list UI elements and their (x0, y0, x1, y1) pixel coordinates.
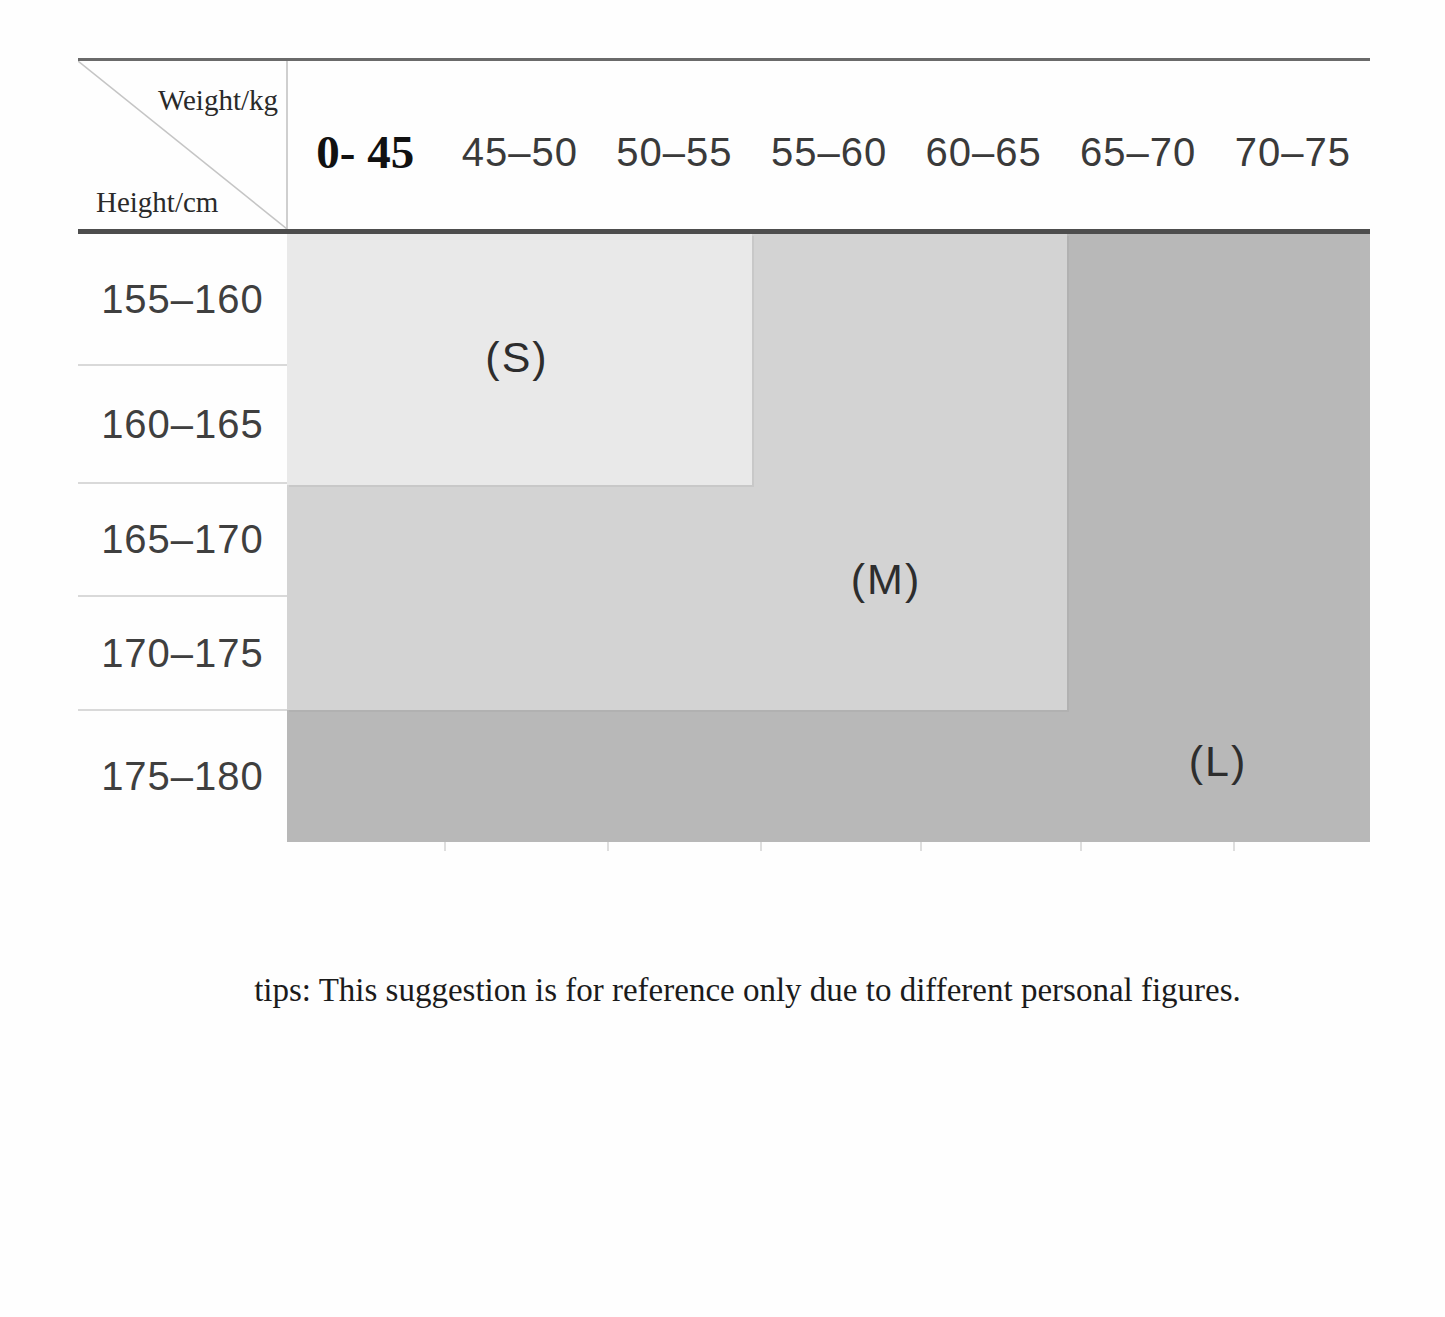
row-header-165-170: 165–170 (78, 484, 287, 595)
size-chart-page: Weight/kg Height/cm 0- 45 45–50 50–55 55… (0, 0, 1445, 1317)
size-label-l: (L) (1189, 737, 1248, 786)
col-header-55-60: 55–60 (752, 61, 907, 229)
column-tick-1 (444, 842, 446, 851)
tips-text: tips: This suggestion is for reference o… (50, 972, 1445, 1009)
row-divider-2 (78, 482, 287, 484)
row-header-170-175: 170–175 (78, 597, 287, 709)
column-tick-3 (760, 842, 762, 851)
row-divider-3 (78, 595, 287, 597)
row-divider-1 (78, 364, 287, 366)
column-tick-2 (607, 842, 609, 851)
column-tick-4 (920, 842, 922, 851)
col-header-65-70: 65–70 (1061, 61, 1216, 229)
col-header-0-45: 0- 45 (288, 61, 443, 229)
col-header-50-55: 50–55 (597, 61, 752, 229)
weight-column-headers: 0- 45 45–50 50–55 55–60 60–65 65–70 70–7… (288, 61, 1370, 229)
col-header-45-50: 45–50 (443, 61, 598, 229)
row-header-160-165: 160–165 (78, 366, 287, 482)
col-header-70-75: 70–75 (1215, 61, 1370, 229)
column-tick-5 (1080, 842, 1082, 851)
row-header-155-160: 155–160 (78, 234, 287, 365)
size-label-m: (M) (851, 555, 921, 604)
column-tick-6 (1233, 842, 1235, 851)
row-divider-4 (78, 709, 287, 711)
col-header-60-65: 60–65 (906, 61, 1061, 229)
weight-axis-label: Weight/kg (78, 84, 278, 117)
size-label-s: (S) (485, 333, 548, 382)
row-header-175-180: 175–180 (78, 711, 287, 842)
height-axis-label: Height/cm (96, 186, 218, 219)
